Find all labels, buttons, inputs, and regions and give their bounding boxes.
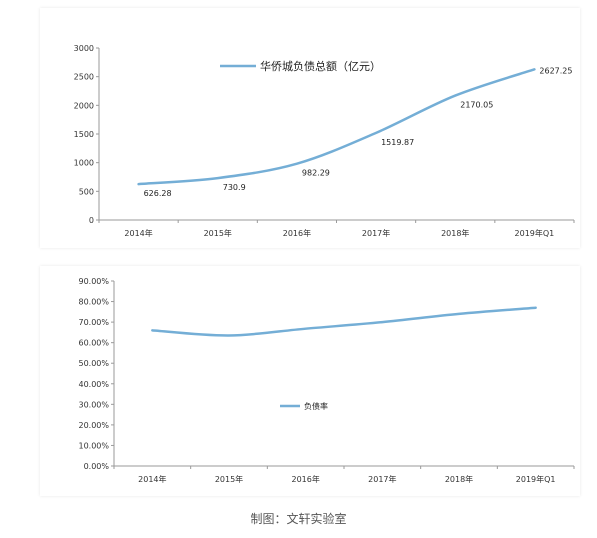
bottom-chart-x-tick-label: 2016年 <box>291 474 319 484</box>
top-chart-data-label: 2170.05 <box>460 101 493 110</box>
top-chart-y-tick-label: 500 <box>79 187 94 196</box>
bottom-chart-y-tick-label: 20.00% <box>78 421 109 430</box>
bottom-chart-y-tick-label: 40.00% <box>78 380 109 389</box>
bottom-chart-x-tick-label: 2019年Q1 <box>516 474 556 484</box>
bottom-chart-y-tick-label: 70.00% <box>78 318 109 327</box>
top-chart-x-tick-label: 2019年Q1 <box>515 228 555 238</box>
top-chart-data-label: 730.9 <box>223 183 246 192</box>
bottom-chart-y-tick-label: 0.00% <box>84 462 110 471</box>
top-chart-y-tick-label: 1000 <box>74 159 94 168</box>
bottom-chart-x-tick-label: 2014年 <box>138 474 166 484</box>
bottom-chart-y-tick-label: 30.00% <box>78 400 109 409</box>
bottom-chart-legend-label: 负债率 <box>304 401 328 411</box>
top-chart-x-tick-label: 2017年 <box>362 228 390 238</box>
bottom-chart-x-tick-label: 2017年 <box>368 474 396 484</box>
bottom-chart-y-tick-label: 90.00% <box>78 277 109 286</box>
bottom-chart-y-tick-label: 10.00% <box>78 441 109 450</box>
top-chart-y-tick-label: 1500 <box>74 130 94 139</box>
bottom-chart-y-tick-label: 50.00% <box>78 359 109 368</box>
top-chart-data-label: 1519.87 <box>381 138 414 147</box>
top-chart-x-tick-label: 2016年 <box>283 228 311 238</box>
chart-debt-ratio: 0.00% 10.00% 20.00% 30.00% 40.00% 50.00% 60.00… <box>40 266 580 496</box>
top-chart-y-tick-label: 0 <box>89 216 94 225</box>
top-chart-x-tick-label: 2014年 <box>124 228 152 238</box>
bottom-chart-y-tick-label: 80.00% <box>78 298 109 307</box>
top-chart-data-label: 2627.25 <box>539 66 572 75</box>
bottom-chart-y-tick-label: 60.00% <box>78 339 109 348</box>
chart-debt-ratio-svg: 0.00% 10.00% 20.00% 30.00% 40.00% 50.00% 60.00… <box>78 277 575 484</box>
top-chart-data-label: 626.28 <box>144 189 172 198</box>
chart-total-liabilities-svg: 0 500 1000 1500 2000 2500 3000 2014年 2015年 2016年 2… <box>74 44 575 238</box>
top-chart-y-tick-label: 3000 <box>74 44 94 53</box>
bottom-chart-series-line <box>151 306 537 337</box>
top-chart-x-tick-label: 2018年 <box>441 228 469 238</box>
top-chart-legend-label: 华侨城负债总额（亿元） <box>260 59 381 73</box>
bottom-chart-x-tick-label: 2015年 <box>215 474 243 484</box>
top-chart-data-label: 982.29 <box>302 169 330 178</box>
bottom-chart-x-tick-label: 2018年 <box>445 474 473 484</box>
top-chart-y-tick-label: 2000 <box>74 101 94 110</box>
chart-total-liabilities: 0 500 1000 1500 2000 2500 3000 2014年 2015年 2016年 2… <box>40 8 580 248</box>
top-chart-x-tick-label: 2015年 <box>204 228 232 238</box>
chart-caption: 制图：文轩实验室 <box>250 512 347 526</box>
top-chart-y-tick-label: 2500 <box>74 73 94 82</box>
top-chart-series-line <box>137 68 536 186</box>
